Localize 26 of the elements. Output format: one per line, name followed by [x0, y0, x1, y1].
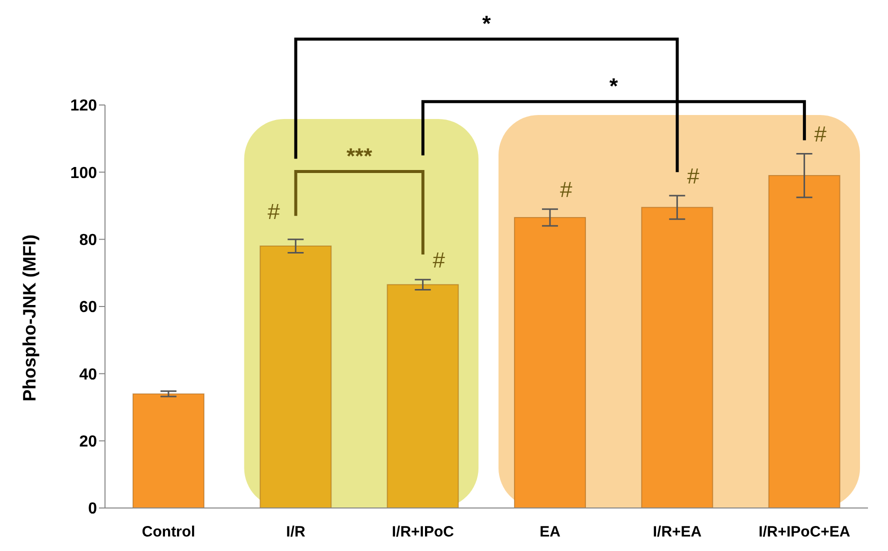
x-tick-label: I/R+IPoC	[392, 524, 454, 541]
y-tick-label: 100	[70, 164, 98, 182]
bar	[132, 393, 204, 508]
annotation: #	[560, 176, 573, 202]
bar	[641, 206, 714, 508]
y-tick-label: 20	[79, 434, 98, 451]
x-tick-label: I/R+EA	[652, 524, 702, 541]
annotation: #	[687, 163, 700, 188]
bar	[386, 284, 459, 508]
annotation: ***	[346, 143, 373, 168]
annotation: #	[432, 247, 446, 272]
y-tick-label: 0	[88, 500, 98, 518]
annotation: #	[268, 199, 281, 224]
y-axis-title: Phospho-JNK (MFI)	[19, 234, 40, 402]
bar	[514, 217, 586, 508]
x-tick-label: Control	[142, 524, 196, 541]
x-tick-label: I/R	[286, 524, 306, 541]
y-tick-label: 40	[79, 366, 98, 384]
annotation: #	[814, 122, 828, 147]
x-tick-label: I/R+IPoC+EA	[758, 524, 850, 541]
y-tick-label: 80	[79, 232, 98, 250]
bar	[768, 175, 840, 508]
y-tick-label: 60	[79, 299, 98, 316]
x-tick-label: EA	[540, 524, 561, 541]
y-tick-label: 120	[70, 98, 98, 115]
bar	[260, 246, 332, 508]
